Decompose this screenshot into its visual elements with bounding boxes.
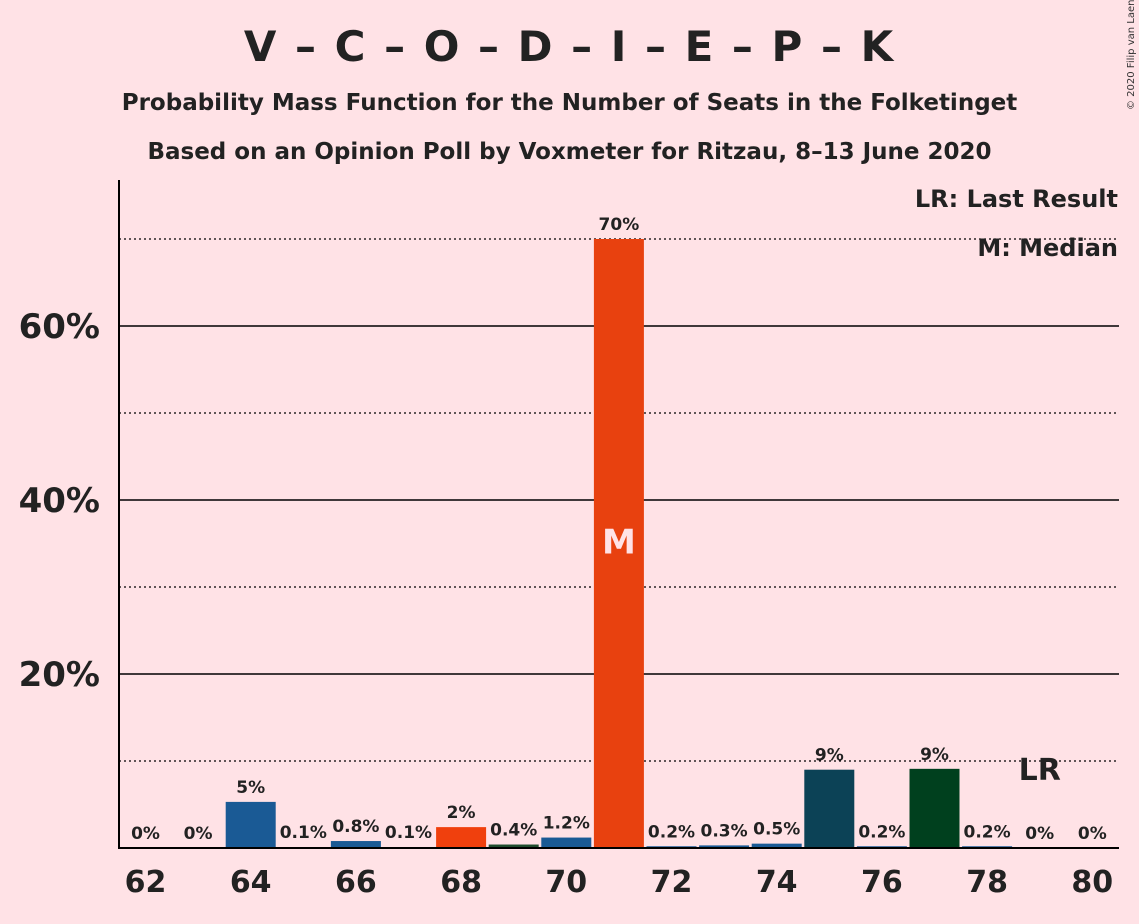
data-label: 9% <box>815 746 844 766</box>
data-label: 9% <box>920 745 949 765</box>
x-tick-label: 76 <box>861 865 903 900</box>
median-marker: M <box>602 523 636 563</box>
data-label: 1.2% <box>543 814 590 834</box>
data-label: 0% <box>184 824 213 844</box>
data-label: 0.4% <box>490 821 537 841</box>
x-tick-label: 80 <box>1071 865 1113 900</box>
bar <box>330 841 381 848</box>
bar <box>488 844 539 848</box>
data-label: 2% <box>447 803 476 823</box>
chart-title: V – C – O – D – I – E – P – K <box>243 22 896 71</box>
x-tick-label: 70 <box>545 865 587 900</box>
data-label: 70% <box>599 215 640 235</box>
bar <box>751 843 802 848</box>
data-label: 0.8% <box>332 817 379 837</box>
last-result-marker: LR <box>1019 753 1061 788</box>
bar <box>225 801 276 848</box>
data-label: 0.2% <box>648 822 695 842</box>
x-tick-label: 72 <box>651 865 693 900</box>
legend-median: M: Median <box>977 234 1118 262</box>
data-label: 0% <box>1025 824 1054 844</box>
data-label: 0.3% <box>701 821 748 841</box>
data-labels: 0% 0%5%0.1% 0.8% 0.1%2%0.4% 1.2%70%0.2% 0.3% 0… <box>131 215 1107 844</box>
y-tick-label: 40% <box>19 481 100 521</box>
bar <box>436 827 487 848</box>
bar <box>909 768 960 848</box>
data-label: 0% <box>1078 824 1107 844</box>
data-label: 0.2% <box>858 822 905 842</box>
x-tick-label: 74 <box>756 865 798 900</box>
bar <box>699 845 750 848</box>
data-label: 0.5% <box>753 820 800 840</box>
bar <box>593 239 644 848</box>
chart-source-subtitle: Based on an Opinion Poll by Voxmeter for… <box>147 139 992 165</box>
x-tick-label: 78 <box>966 865 1008 900</box>
x-tick-label: 66 <box>335 865 377 900</box>
x-tick-label: 68 <box>440 865 482 900</box>
chart-subtitle: Probability Mass Function for the Number… <box>121 90 1018 116</box>
bar <box>804 769 855 848</box>
data-label: 0.1% <box>385 823 432 843</box>
bars <box>225 239 1013 848</box>
axes: 20% 40% 60% 62 64 66 68 70 72 74 76 78 80 <box>19 180 1119 900</box>
data-label: 5% <box>236 778 265 798</box>
y-tick-label: 60% <box>19 307 100 347</box>
data-label: 0.2% <box>964 822 1011 842</box>
data-label: 0.1% <box>280 823 327 843</box>
x-tick-label: 62 <box>125 865 167 900</box>
data-label: 0% <box>131 824 160 844</box>
legend-last-result: LR: Last Result <box>914 185 1118 213</box>
bar <box>541 837 592 848</box>
y-tick-label: 20% <box>19 655 100 695</box>
x-tick-label: 64 <box>230 865 272 900</box>
